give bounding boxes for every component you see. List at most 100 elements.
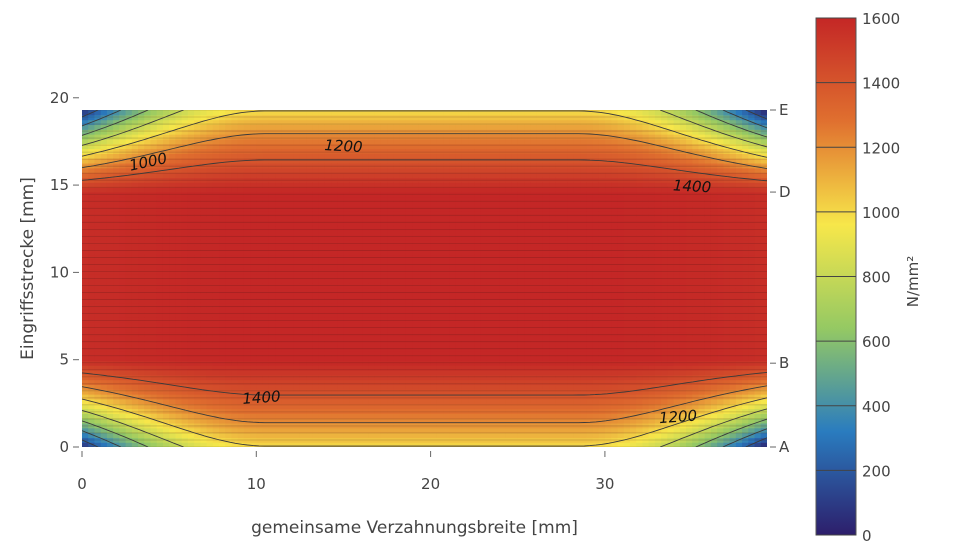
heat-cell — [268, 191, 276, 198]
heat-cell — [430, 408, 438, 414]
heat-cell — [206, 345, 214, 352]
heat-cell — [380, 422, 388, 429]
heat-cell — [524, 437, 531, 443]
heat-cell — [486, 355, 494, 361]
heat-cell — [119, 254, 127, 260]
heat-cell — [194, 153, 201, 159]
heat-cell — [405, 196, 413, 203]
heat-cell — [250, 153, 257, 159]
heat-cell — [268, 196, 276, 203]
heat-cell — [287, 114, 295, 121]
heat-cell — [424, 278, 432, 284]
heat-cell — [468, 220, 475, 227]
heat-cell — [412, 394, 419, 400]
heat-cell — [380, 288, 388, 294]
heat-cell — [250, 288, 257, 294]
heat-cell — [187, 153, 195, 159]
heat-cell — [299, 220, 307, 227]
heat-cell — [156, 326, 164, 333]
heat-cell — [455, 312, 463, 318]
heat-cell — [430, 427, 438, 434]
heat-cell — [430, 398, 438, 405]
heat-cell — [436, 317, 444, 323]
heat-cell — [156, 249, 164, 256]
heat-cell — [368, 432, 376, 438]
heat-cell — [331, 254, 338, 260]
heat-cell — [436, 283, 444, 289]
heat-cell — [468, 235, 475, 241]
heat-cell — [119, 129, 127, 135]
heat-cell — [275, 355, 282, 361]
heat-cell — [243, 244, 251, 251]
heat-cell — [181, 273, 189, 280]
heat-cell — [212, 124, 220, 130]
heat-cell — [187, 283, 195, 289]
heat-cell — [368, 158, 376, 164]
heat-cell — [169, 369, 177, 376]
heat-cell — [138, 350, 145, 357]
heat-cell — [499, 278, 507, 284]
heat-cell — [368, 162, 376, 169]
heat-cell — [94, 408, 102, 414]
heat-cell — [299, 345, 307, 352]
heat-cell — [250, 254, 257, 260]
heat-cell — [299, 355, 307, 361]
heat-cell — [486, 307, 494, 313]
heat-cell — [306, 177, 314, 183]
heat-cell — [312, 365, 320, 371]
heat-cell — [324, 278, 332, 284]
heat-cell — [293, 369, 301, 376]
heat-cell — [94, 206, 102, 212]
heat-cell — [150, 403, 158, 410]
heat-cell — [455, 326, 463, 333]
heat-cell — [150, 442, 158, 447]
heat-cell — [268, 297, 276, 304]
heat-cell — [306, 437, 314, 443]
heat-cell — [268, 273, 276, 280]
heat-cell — [436, 182, 444, 188]
heat-cell — [331, 249, 338, 256]
heat-cell — [337, 278, 345, 284]
heat-cell — [505, 345, 513, 352]
heat-cell — [212, 153, 220, 159]
heat-cell — [125, 148, 133, 154]
heat-cell — [212, 418, 220, 424]
heat-cell — [436, 379, 444, 386]
heat-cell — [356, 268, 363, 275]
heat-cell — [100, 187, 108, 193]
heat-cell — [231, 283, 239, 289]
heat-cell — [106, 172, 114, 178]
heat-cell — [225, 177, 233, 183]
heat-cell — [194, 321, 201, 328]
heat-cell — [206, 321, 214, 328]
heat-cell — [405, 249, 413, 256]
heat-cell — [436, 273, 444, 280]
heat-cell — [138, 321, 145, 328]
heat-cell — [455, 302, 463, 308]
heat-cell — [455, 403, 463, 410]
heat-cell — [337, 167, 345, 174]
heat-cell — [268, 110, 276, 116]
heat-cell — [94, 432, 102, 438]
heat-cell — [443, 153, 451, 159]
heat-cell — [412, 283, 419, 289]
heat-cell — [449, 268, 457, 275]
heat-cell — [480, 206, 488, 212]
heat-cell — [461, 249, 469, 256]
heat-cell — [418, 162, 426, 169]
heat-cell — [418, 254, 426, 260]
heat-cell — [293, 158, 301, 164]
heat-cell — [486, 374, 494, 381]
heat-cell — [82, 143, 89, 150]
heat-cell — [312, 288, 320, 294]
heat-cell — [380, 153, 388, 159]
heat-cell — [306, 345, 314, 352]
heat-cell — [505, 422, 513, 429]
heat-cell — [443, 312, 451, 318]
heat-cell — [343, 437, 351, 443]
heat-cell — [331, 297, 338, 304]
heat-cell — [393, 162, 401, 169]
heat-cell — [331, 384, 338, 390]
heat-cell — [299, 317, 307, 323]
heat-cell — [125, 129, 133, 135]
